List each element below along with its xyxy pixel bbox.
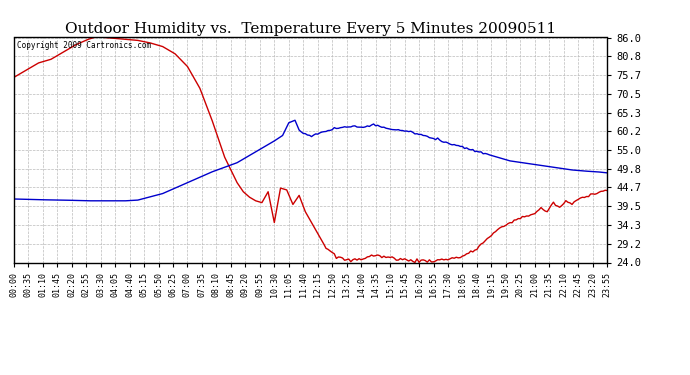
Text: Copyright 2009 Cartronics.com: Copyright 2009 Cartronics.com (17, 41, 151, 50)
Title: Outdoor Humidity vs.  Temperature Every 5 Minutes 20090511: Outdoor Humidity vs. Temperature Every 5… (65, 22, 556, 36)
